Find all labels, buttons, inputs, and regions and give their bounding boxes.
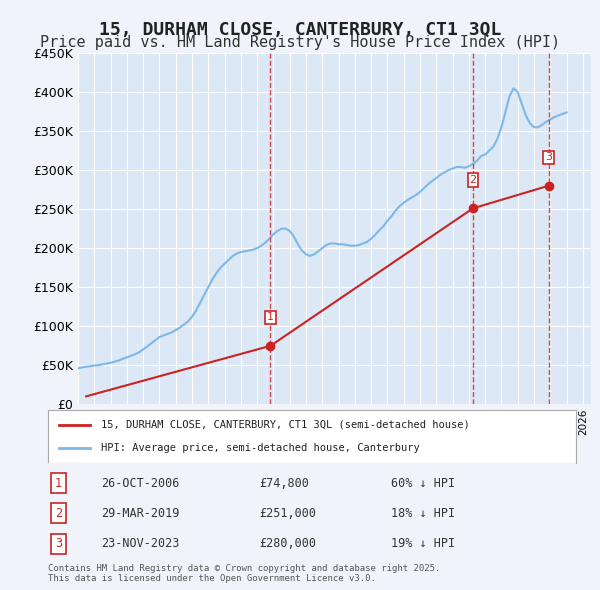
Text: HPI: Average price, semi-detached house, Canterbury: HPI: Average price, semi-detached house,… bbox=[101, 443, 419, 453]
Text: 2: 2 bbox=[469, 175, 476, 185]
Text: 19% ↓ HPI: 19% ↓ HPI bbox=[391, 537, 455, 550]
Text: 3: 3 bbox=[545, 152, 552, 162]
Text: 2: 2 bbox=[55, 507, 62, 520]
Text: 29-MAR-2019: 29-MAR-2019 bbox=[101, 507, 179, 520]
Text: 1: 1 bbox=[267, 312, 274, 322]
Text: 15, DURHAM CLOSE, CANTERBURY, CT1 3QL (semi-detached house): 15, DURHAM CLOSE, CANTERBURY, CT1 3QL (s… bbox=[101, 420, 470, 430]
Text: 3: 3 bbox=[55, 537, 62, 550]
Text: £251,000: £251,000 bbox=[259, 507, 316, 520]
Text: 60% ↓ HPI: 60% ↓ HPI bbox=[391, 477, 455, 490]
Text: 23-NOV-2023: 23-NOV-2023 bbox=[101, 537, 179, 550]
Text: 26-OCT-2006: 26-OCT-2006 bbox=[101, 477, 179, 490]
Text: 15, DURHAM CLOSE, CANTERBURY, CT1 3QL: 15, DURHAM CLOSE, CANTERBURY, CT1 3QL bbox=[99, 21, 501, 39]
Text: £280,000: £280,000 bbox=[259, 537, 316, 550]
Text: 1: 1 bbox=[55, 477, 62, 490]
Text: Contains HM Land Registry data © Crown copyright and database right 2025.
This d: Contains HM Land Registry data © Crown c… bbox=[48, 563, 440, 583]
Text: £74,800: £74,800 bbox=[259, 477, 309, 490]
Text: 18% ↓ HPI: 18% ↓ HPI bbox=[391, 507, 455, 520]
Text: Price paid vs. HM Land Registry's House Price Index (HPI): Price paid vs. HM Land Registry's House … bbox=[40, 35, 560, 50]
